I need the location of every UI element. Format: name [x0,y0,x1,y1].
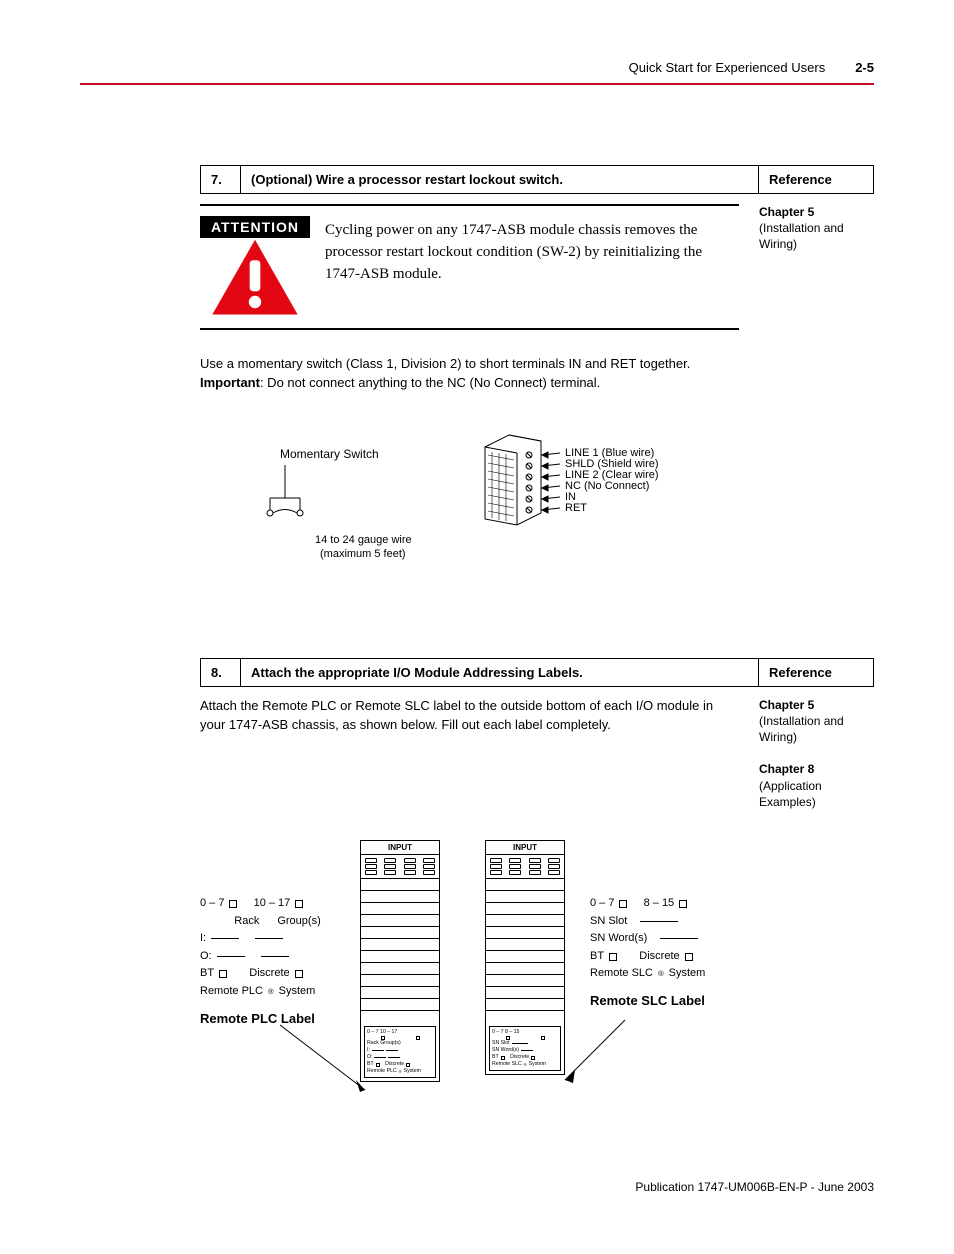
ref-ch5-title: Chapter 5 [759,204,874,220]
slc-arrow-icon [555,1015,645,1115]
ref-ch8-desc: (Application Examples) [759,779,822,809]
step8-references: Chapter 5 (Installation and Wiring) Chap… [759,697,874,810]
ref-ch8-title: Chapter 8 [759,761,874,777]
svg-text:Momentary Switch: Momentary Switch [280,447,379,461]
io-module-slc: INPUT 0 – 7 8 – 15 SN Slot SN Word(s) [485,840,565,1075]
attention-label: ATTENTION [200,216,310,238]
page-header: Quick Start for Experienced Users 2-5 [80,60,874,83]
step8-body-row: Attach the Remote PLC or Remote SLC labe… [200,697,874,810]
header-page-number: 2-5 [855,60,874,75]
attention-block: ATTENTION Cycling power on any 1747-ASB … [200,204,739,330]
label-diagram: 0 – 7 10 – 17 RackGroup(s) I: O: BT Disc… [200,840,874,1170]
step7-title: (Optional) Wire a processor restart lock… [241,166,759,194]
slc-label-title: Remote SLC Label [590,991,745,1012]
step8-number: 8. [201,658,241,686]
step8-reference-heading: Reference [759,658,874,686]
mini-slc-label: 0 – 7 8 – 15 SN Slot SN Word(s) BT Discr… [489,1026,561,1071]
svg-text:RET: RET [565,502,587,514]
page: Quick Start for Experienced Users 2-5 7.… [0,0,954,1254]
plc-label-title: Remote PLC Label [200,1009,355,1030]
step7-body-line2: : Do not connect anything to the NC (No … [260,375,600,390]
step7-body-row: ATTENTION Cycling power on any 1747-ASB … [200,204,874,638]
step8-header-table: 8. Attach the appropriate I/O Module Add… [200,658,874,687]
step7-number: 7. [201,166,241,194]
io-module-plc: INPUT 0 – 7 10 – 17 Rack Group(s) I: [360,840,440,1082]
svg-text:NC (No Connect): NC (No Connect) [565,480,649,492]
step7-body-text: Use a momentary switch (Class 1, Divisio… [200,355,739,393]
warning-triangle-icon [210,238,300,318]
important-label: Important [200,375,260,390]
svg-text:(maximum 5 feet): (maximum 5 feet) [320,548,406,560]
step8-title: Attach the appropriate I/O Module Addres… [241,658,759,686]
plc-side-label: 0 – 7 10 – 17 RackGroup(s) I: O: BT Disc… [200,895,355,1029]
mini-plc-label: 0 – 7 10 – 17 Rack Group(s) I: O: BT Dis… [364,1026,436,1078]
step8-body-text: Attach the Remote PLC or Remote SLC labe… [200,697,739,735]
step7-header-table: 7. (Optional) Wire a processor restart l… [200,165,874,194]
svg-text:14 to 24 gauge wire: 14 to 24 gauge wire [315,534,412,546]
page-footer: Publication 1747-UM006B-EN-P - June 2003 [200,1180,874,1194]
attention-text: Cycling power on any 1747-ASB module cha… [325,216,739,285]
ref-ch5b-desc: (Installation and Wiring) [759,714,844,744]
wiring-diagram: Momentary Switch 14 to 24 gauge wire (ma… [240,413,739,578]
step7-body-line1: Use a momentary switch (Class 1, Divisio… [200,356,690,371]
ref-ch5b-title: Chapter 5 [759,697,874,713]
slc-side-label: 0 – 7 8 – 15 SN Slot SN Word(s) BT Discr… [590,895,745,1012]
ref-ch5-desc: (Installation and Wiring) [759,221,844,251]
step7-reference-heading: Reference [759,166,874,194]
header-section-title: Quick Start for Experienced Users [629,60,826,75]
header-rule [80,83,874,85]
step7-references: Chapter 5 (Installation and Wiring) [759,204,874,253]
content-column: 7. (Optional) Wire a processor restart l… [200,165,874,1194]
